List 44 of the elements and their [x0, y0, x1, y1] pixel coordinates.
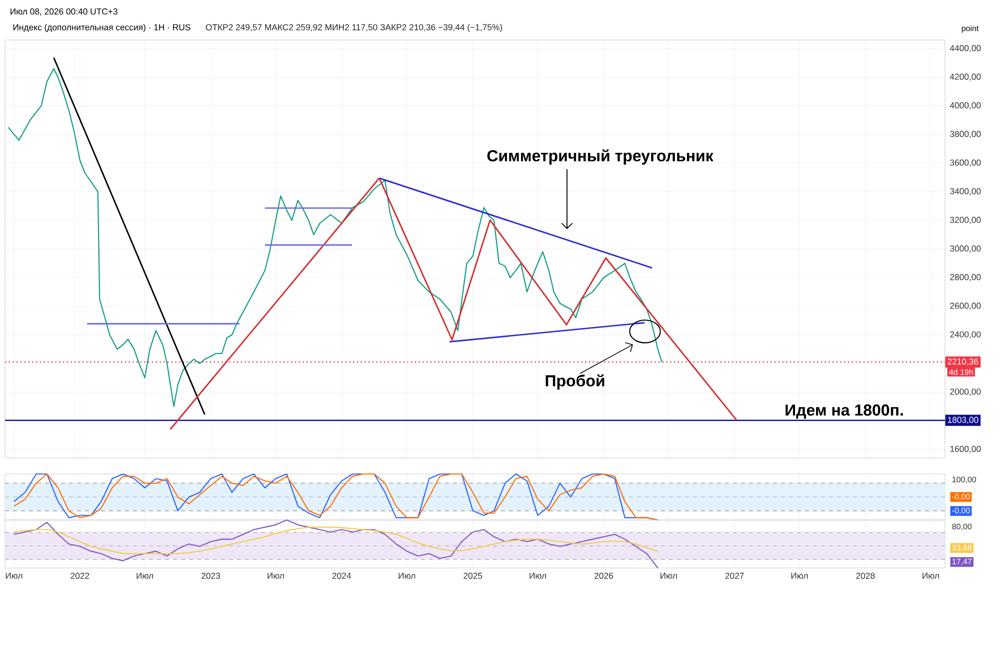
- y-tick-label: 3000,00: [950, 245, 981, 253]
- y-tick-label: 3800,00: [950, 130, 981, 138]
- x-tick-label: Июл: [530, 572, 546, 579]
- annotation: Симметричный треугольник: [487, 149, 714, 165]
- x-tick-label: Июл: [791, 572, 808, 579]
- x-tick-label: 2023: [202, 572, 220, 579]
- x-tick-label: 2028: [856, 572, 875, 579]
- x-tick-label: Июл: [6, 572, 22, 579]
- chart-subtitle: ОТКР2 249,57 МАКС2 259,92 МИН2 117,50 ЗАКР2 210,36 −39,44 (−1,75%): [206, 24, 502, 32]
- x-tick-label: Июл: [136, 572, 154, 579]
- x-tick-label: 2026: [594, 572, 613, 579]
- y-tick-label: 3400,00: [950, 188, 981, 196]
- annotation: Идем на 1800п.: [786, 404, 903, 419]
- y-tick-label: 4200,00: [950, 74, 981, 81]
- ref-line-label: 1803,00: [948, 416, 978, 424]
- annotation: Пробой: [546, 374, 604, 390]
- y-tick-label: 3200,00: [950, 216, 981, 224]
- text: -0,00: [952, 508, 970, 514]
- x-tick-label: 2022: [70, 572, 90, 579]
- y-tick-label: 4400,00: [950, 45, 981, 52]
- text: -0,00: [952, 494, 970, 500]
- y-tick-label: 4000,00: [950, 102, 981, 110]
- x-tick-label: Июл: [268, 572, 284, 579]
- text: 33,68: [952, 544, 972, 552]
- y-tick-label: 2600,00: [950, 302, 981, 310]
- text: Июл 08, 2026 00:40 UTC+3: [10, 8, 118, 16]
- text: 100,00: [952, 476, 976, 484]
- y-tick-label: 3600,00: [950, 160, 981, 167]
- x-tick-label: 2025: [464, 572, 482, 579]
- text: 80,00: [952, 524, 972, 530]
- text: 4d 19h: [949, 369, 973, 375]
- text: 17,47: [952, 558, 972, 566]
- y-tick-label: 1600,00: [950, 446, 981, 453]
- chart-title: Индекс (дополнительная сессия) · 1H · RUS: [13, 24, 190, 32]
- ref-line-label: 2210,36: [948, 358, 978, 366]
- x-tick-label: Июл: [922, 572, 939, 579]
- y-tick-label: 2400,00: [950, 331, 981, 338]
- y-tick-label: 2800,00: [950, 274, 981, 282]
- y-tick-label: 2000,00: [950, 388, 981, 396]
- x-tick-label: Июл: [660, 572, 677, 579]
- y-axis-title: point: [962, 25, 979, 33]
- x-tick-label: Июл: [398, 572, 416, 579]
- x-tick-label: 2024: [332, 572, 352, 579]
- x-tick-label: 2027: [725, 572, 744, 579]
